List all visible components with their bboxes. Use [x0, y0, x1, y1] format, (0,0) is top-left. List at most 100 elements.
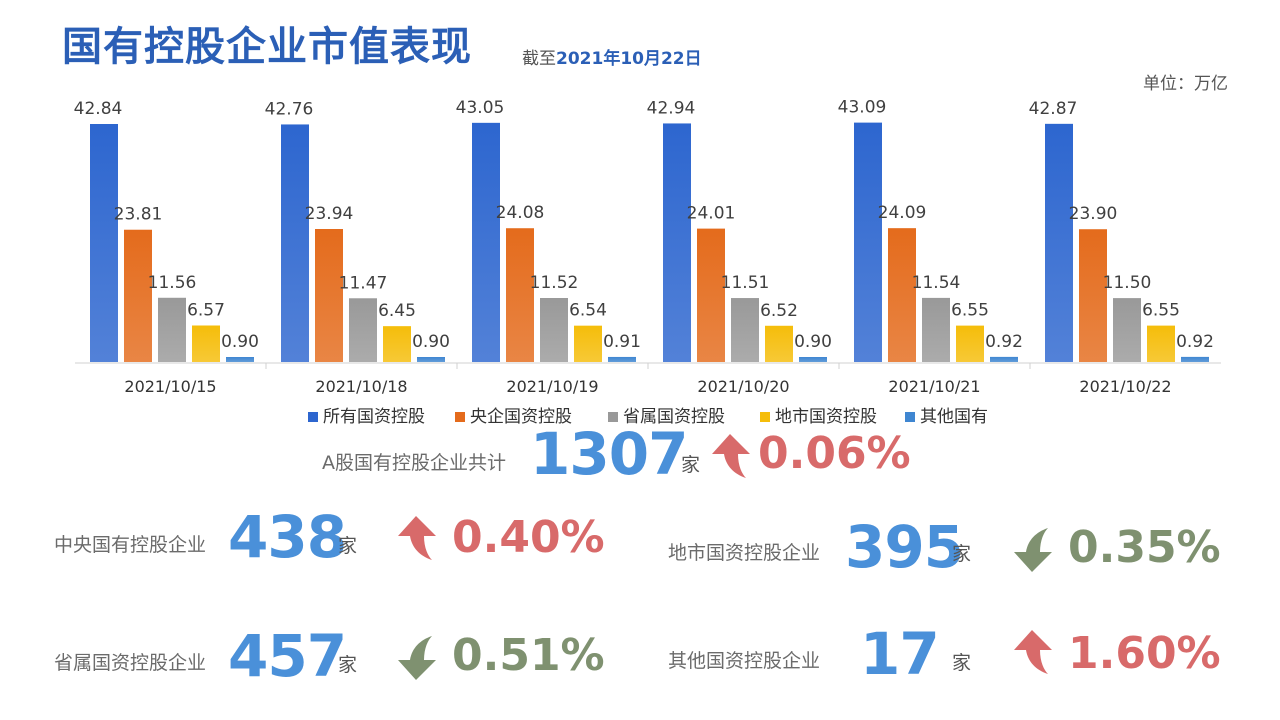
data-label: 42.76: [265, 99, 314, 119]
bar: [608, 356, 636, 362]
x-tick-label: 2021/10/22: [1079, 377, 1171, 396]
bar: [383, 326, 411, 362]
stat-change: 1.60%: [1068, 628, 1221, 679]
bar: [1079, 229, 1107, 362]
legend-item: 央企国资控股: [455, 407, 572, 427]
legend-swatch: [308, 412, 318, 422]
stat-change: 0.40%: [452, 512, 605, 563]
data-label: 11.50: [1103, 273, 1152, 293]
legend-swatch: [455, 412, 465, 422]
x-tick-label: 2021/10/18: [315, 377, 407, 396]
data-label: 0.90: [794, 332, 832, 352]
data-label: 11.51: [721, 273, 770, 293]
total-label: A股国有控股企业共计: [322, 452, 506, 474]
bar: [281, 124, 309, 362]
x-tick-label: 2021/10/21: [888, 377, 980, 396]
total-value: 1307: [530, 420, 688, 488]
stat-change: 0.51%: [452, 630, 605, 681]
data-label: 24.01: [687, 204, 736, 224]
legend-swatch: [608, 412, 618, 422]
stat-value: 438: [228, 503, 347, 571]
legend-item: 所有国资控股: [308, 407, 425, 427]
bar: [315, 229, 343, 362]
data-label: 42.87: [1029, 99, 1078, 119]
data-label: 11.54: [912, 273, 961, 293]
bar: [1045, 123, 1073, 362]
date-note: 截至2021年10月22日: [522, 44, 702, 69]
data-label: 23.94: [305, 204, 354, 224]
total-change: 0.06%: [758, 428, 911, 479]
bar: [697, 228, 725, 362]
legend-swatch: [905, 412, 915, 422]
data-label: 43.09: [838, 98, 887, 118]
date-prefix: 截至: [522, 49, 556, 69]
stat-unit: 家: [952, 543, 972, 565]
stat-label: 其他国资控股企业: [668, 650, 821, 672]
data-label: 11.52: [530, 273, 579, 293]
bar: [506, 228, 534, 362]
legend-item: 其他国有: [905, 407, 988, 427]
data-label: 0.92: [985, 332, 1023, 352]
data-label: 42.84: [74, 99, 123, 119]
up-arrow-icon: [398, 516, 436, 560]
bar: [417, 357, 445, 362]
x-tick-label: 2021/10/15: [124, 377, 216, 396]
bar: [799, 357, 827, 362]
bar: [1147, 325, 1175, 362]
stat-unit: 家: [338, 535, 358, 557]
data-label: 23.90: [1069, 204, 1118, 224]
data-label: 11.47: [339, 273, 388, 293]
bar: [192, 325, 220, 362]
bar: [1113, 298, 1141, 362]
stat-value: 395: [845, 513, 964, 581]
data-label: 23.81: [114, 205, 163, 225]
x-tick-label: 2021/10/20: [697, 377, 789, 396]
bar: [1181, 356, 1209, 362]
date-value: 2021年10月22日: [556, 49, 702, 69]
data-label: 6.54: [569, 301, 607, 321]
down-arrow-icon: [1014, 528, 1052, 572]
up-arrow-icon: [712, 434, 750, 478]
stat-label: 地市国资控股企业: [668, 542, 821, 564]
bar: [158, 297, 186, 362]
bar: [472, 122, 500, 362]
bar: [349, 298, 377, 362]
data-label: 6.52: [760, 301, 798, 321]
bar: [226, 357, 254, 362]
bar: [990, 356, 1018, 362]
stat-label: 中央国有控股企业: [54, 534, 207, 556]
up-arrow-icon: [1014, 630, 1052, 674]
data-label: 0.90: [412, 332, 450, 352]
data-label: 6.45: [378, 301, 416, 321]
data-label: 0.92: [1176, 332, 1214, 352]
stat-unit: 家: [338, 654, 358, 676]
data-label: 43.05: [456, 98, 505, 118]
bar: [540, 298, 568, 362]
legend-item: 省属国资控股: [608, 407, 725, 427]
data-label: 0.91: [603, 332, 641, 352]
x-tick-label: 2021/10/19: [506, 377, 598, 396]
legend-label: 所有国资控股: [323, 407, 425, 427]
bar: [90, 124, 118, 362]
legend-swatch: [760, 412, 770, 422]
legend-label: 省属国资控股: [623, 407, 725, 427]
bar: [731, 298, 759, 362]
data-label: 24.09: [878, 203, 927, 223]
data-label: 6.57: [187, 301, 225, 321]
stat-value: 457: [228, 622, 347, 690]
stat-label: 省属国资控股企业: [54, 652, 207, 674]
stat-change: 0.35%: [1068, 522, 1221, 573]
bar: [765, 325, 793, 362]
market-value-bar-chart: 42.84 23.81 11.56 6.57 0.90 2021/10/15 42.76 23…: [74, 98, 1221, 427]
legend-label: 央企国资控股: [470, 407, 572, 427]
data-label: 0.90: [221, 332, 259, 352]
legend-label: 其他国有: [920, 407, 988, 427]
down-arrow-icon: [398, 636, 436, 680]
bar: [922, 297, 950, 362]
stat-value: 17: [860, 620, 940, 688]
data-label: 6.55: [951, 301, 989, 321]
legend-item: 地市国资控股: [760, 407, 877, 427]
data-label: 24.08: [496, 203, 545, 223]
stat-unit: 家: [952, 652, 972, 674]
legend-label: 地市国资控股: [775, 407, 877, 427]
